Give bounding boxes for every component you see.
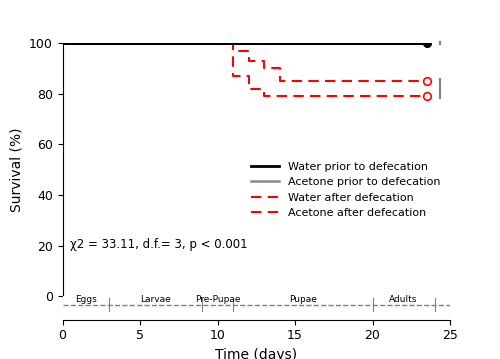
Text: Eggs: Eggs xyxy=(75,295,96,304)
Text: Adults: Adults xyxy=(390,295,417,304)
Text: Pre-Pupae: Pre-Pupae xyxy=(195,295,240,304)
X-axis label: Time (days): Time (days) xyxy=(215,348,298,359)
Y-axis label: Survival (%): Survival (%) xyxy=(10,127,24,212)
Legend: Water prior to defecation, Acetone prior to defecation, Water after defecation, : Water prior to defecation, Acetone prior… xyxy=(246,157,444,223)
Text: Larvae: Larvae xyxy=(140,295,171,304)
Text: Pupae: Pupae xyxy=(289,295,316,304)
Text: χ2 = 33.11, d.f.= 3, p < 0.001: χ2 = 33.11, d.f.= 3, p < 0.001 xyxy=(70,238,248,251)
